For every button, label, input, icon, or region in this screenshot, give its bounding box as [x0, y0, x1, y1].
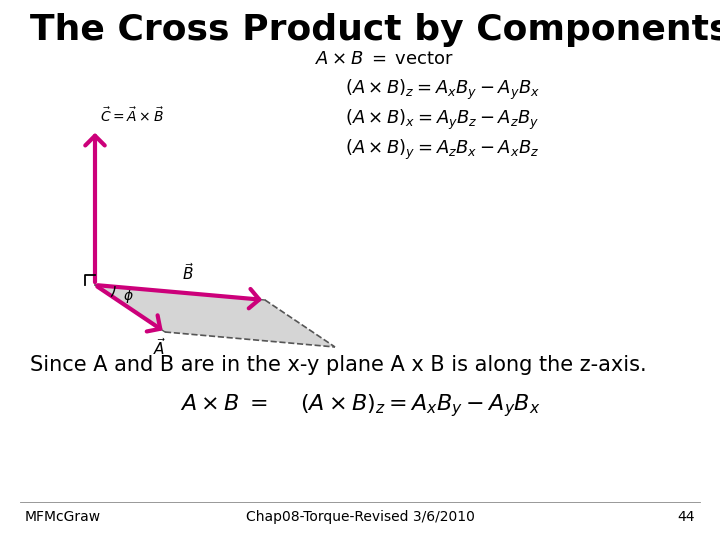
Text: Since A and B are in the x-y plane A x B is along the z-axis.: Since A and B are in the x-y plane A x B…	[30, 355, 647, 375]
Text: $(A \times B)_x = A_yB_z - A_zB_y$: $(A \times B)_x = A_yB_z - A_zB_y$	[345, 108, 539, 132]
Text: $\vec{A}$: $\vec{A}$	[153, 337, 166, 358]
Text: 44: 44	[678, 510, 695, 524]
Text: MFMcGraw: MFMcGraw	[25, 510, 101, 524]
Text: $A \times B\; =\;\quad (A \times B)_z = A_xB_y - A_yB_x$: $A \times B\; =\;\quad (A \times B)_z = …	[180, 392, 540, 419]
Text: $\vec{B}$: $\vec{B}$	[182, 261, 194, 282]
Text: Chap08-Torque-Revised 3/6/2010: Chap08-Torque-Revised 3/6/2010	[246, 510, 474, 524]
Text: The Cross Product by Components: The Cross Product by Components	[30, 13, 720, 47]
Text: $(A \times B)_z = A_xB_y - A_yB_x$: $(A \times B)_z = A_xB_y - A_yB_x$	[345, 78, 540, 102]
Text: $\phi$: $\phi$	[123, 287, 134, 305]
Text: $A \times B\; =\; \mathrm{vector}$: $A \times B\; =\; \mathrm{vector}$	[315, 50, 454, 68]
Polygon shape	[95, 285, 335, 347]
Text: $(A \times B)_y = A_zB_x - A_xB_z$: $(A \times B)_y = A_zB_x - A_xB_z$	[345, 138, 539, 162]
Text: $\vec{C}=\vec{A}\times\vec{B}$: $\vec{C}=\vec{A}\times\vec{B}$	[100, 106, 164, 125]
